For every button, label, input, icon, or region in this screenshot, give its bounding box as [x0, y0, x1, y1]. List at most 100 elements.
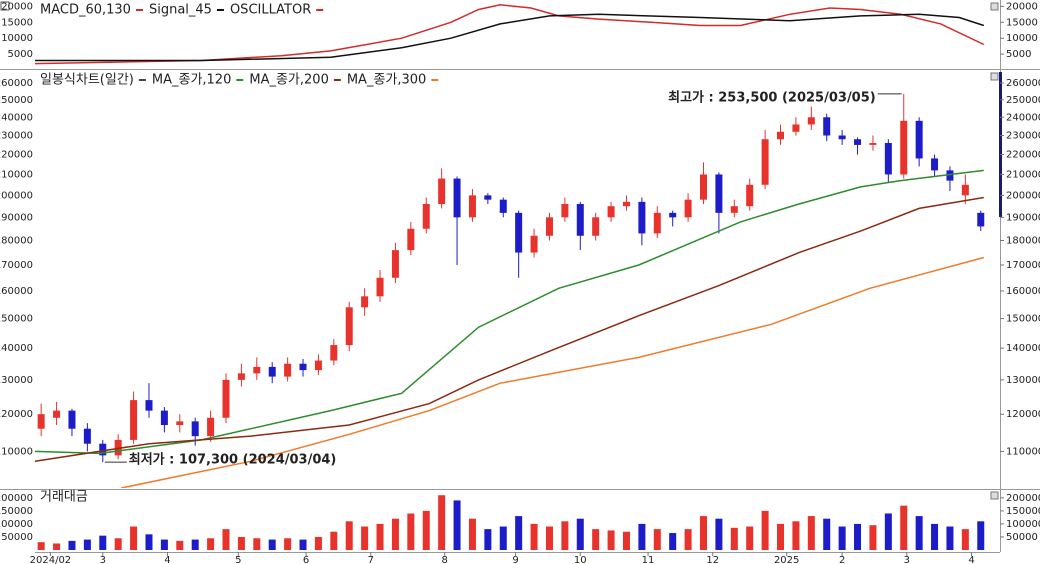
- candle-body: [314, 360, 322, 371]
- x-tick-label: 4: [164, 555, 170, 564]
- volume-bar: [715, 518, 723, 550]
- volume-bar: [530, 523, 538, 550]
- y-tick-label: 200000: [1006, 190, 1040, 201]
- volume-bar: [191, 539, 199, 550]
- candle-body: [145, 400, 153, 411]
- candle-body: [530, 235, 538, 253]
- scroll-marker[interactable]: [999, 72, 1002, 217]
- candle-body: [869, 143, 877, 145]
- volume-bar: [407, 513, 415, 550]
- candle-body: [607, 206, 615, 218]
- volume-bar: [160, 539, 168, 550]
- y-tick-label: 160000: [0, 286, 33, 297]
- candle-body: [823, 117, 831, 136]
- candle-body: [207, 417, 215, 437]
- y-tick-label: 110000: [0, 446, 33, 457]
- y-tick-label: 20000: [1, 1, 33, 12]
- volume-bar: [130, 526, 138, 550]
- volume-bar: [37, 542, 45, 550]
- volume-bar: [823, 518, 831, 550]
- volume-bar: [777, 523, 785, 550]
- candle-body: [376, 277, 384, 297]
- candle-body: [592, 217, 600, 236]
- candle-body: [53, 410, 61, 418]
- candle-body: [761, 139, 769, 185]
- volume-bar: [299, 539, 307, 550]
- volume-bar: [545, 526, 553, 550]
- annotation: 최고가 : 253,500 (2025/03/05): [668, 90, 876, 105]
- y-tick-label: 200000: [0, 493, 33, 504]
- panel-icon[interactable]: [0, 1, 10, 11]
- volume-bar: [977, 521, 985, 550]
- candle-body: [253, 366, 261, 374]
- candle-body: [191, 421, 199, 437]
- volume-bar: [345, 521, 353, 550]
- legend-label: Signal_45: [149, 3, 212, 18]
- candle-body: [222, 379, 230, 418]
- legend-label: OSCILLATOR: [230, 3, 311, 18]
- candle-body: [176, 421, 184, 426]
- candle-body: [407, 228, 415, 251]
- candle-body: [854, 139, 862, 145]
- panel-icon[interactable]: [990, 72, 999, 81]
- volume-bar: [946, 526, 954, 550]
- volume-bar: [99, 535, 107, 550]
- candle-body: [653, 212, 661, 234]
- candle-body: [946, 170, 954, 181]
- x-tick-label: 11: [642, 555, 655, 564]
- volume-bar: [746, 526, 754, 550]
- y-tick-label: 260000: [0, 78, 33, 89]
- legend-label: MACD_60,130: [40, 3, 131, 18]
- candle-body: [391, 250, 399, 278]
- volume-bar: [438, 495, 446, 550]
- legend-label: 일봉식차트(일간): [40, 73, 134, 88]
- y-tick-label: 10000: [1006, 33, 1038, 44]
- volume-bar: [792, 521, 800, 550]
- volume-bar: [237, 536, 245, 550]
- candle-body: [83, 428, 91, 444]
- legend-label: MA_종가,200: [249, 73, 328, 88]
- volume-bar: [854, 523, 862, 550]
- y-tick-label: 130000: [1006, 375, 1040, 386]
- y-tick-label: 140000: [1006, 343, 1040, 354]
- candle-body: [438, 178, 446, 205]
- volume-bar: [838, 526, 846, 550]
- candle-body: [499, 199, 507, 213]
- y-tick-label: 250000: [0, 95, 33, 106]
- candle-body: [361, 296, 369, 308]
- volume-bar: [253, 538, 261, 550]
- panel-icon[interactable]: [990, 491, 999, 500]
- candle-body: [746, 184, 754, 207]
- volume-bar: [884, 513, 892, 550]
- candle-body: [638, 201, 646, 234]
- y-tick-label: 15000: [1, 17, 33, 28]
- legend-label: MA_종가,120: [152, 73, 231, 88]
- y-tick-label: 5000: [8, 49, 33, 60]
- series-line: [34, 196, 984, 463]
- volume-bar: [284, 538, 292, 550]
- y-tick-label: 5000: [1006, 49, 1031, 60]
- candle-body: [330, 345, 338, 361]
- volume-bar: [592, 529, 600, 550]
- legend-label: 거래대금: [40, 490, 88, 505]
- y-tick-label: 230000: [1006, 130, 1040, 141]
- candle-body: [576, 204, 584, 236]
- y-tick-label: 120000: [1006, 409, 1040, 420]
- y-tick-label: 220000: [1006, 150, 1040, 161]
- panel-icon[interactable]: [990, 2, 999, 11]
- y-tick-label: 220000: [0, 150, 33, 161]
- candle-body: [284, 363, 292, 377]
- series-line: [121, 256, 984, 488]
- volume-bar: [114, 538, 122, 550]
- y-tick-label: 260000: [1006, 78, 1040, 89]
- candle-body: [915, 120, 923, 159]
- volume-bar: [807, 516, 815, 550]
- x-tick-label: 6: [303, 555, 309, 564]
- candle-body: [684, 199, 692, 218]
- candle-body: [299, 363, 307, 371]
- candle-body: [669, 212, 677, 218]
